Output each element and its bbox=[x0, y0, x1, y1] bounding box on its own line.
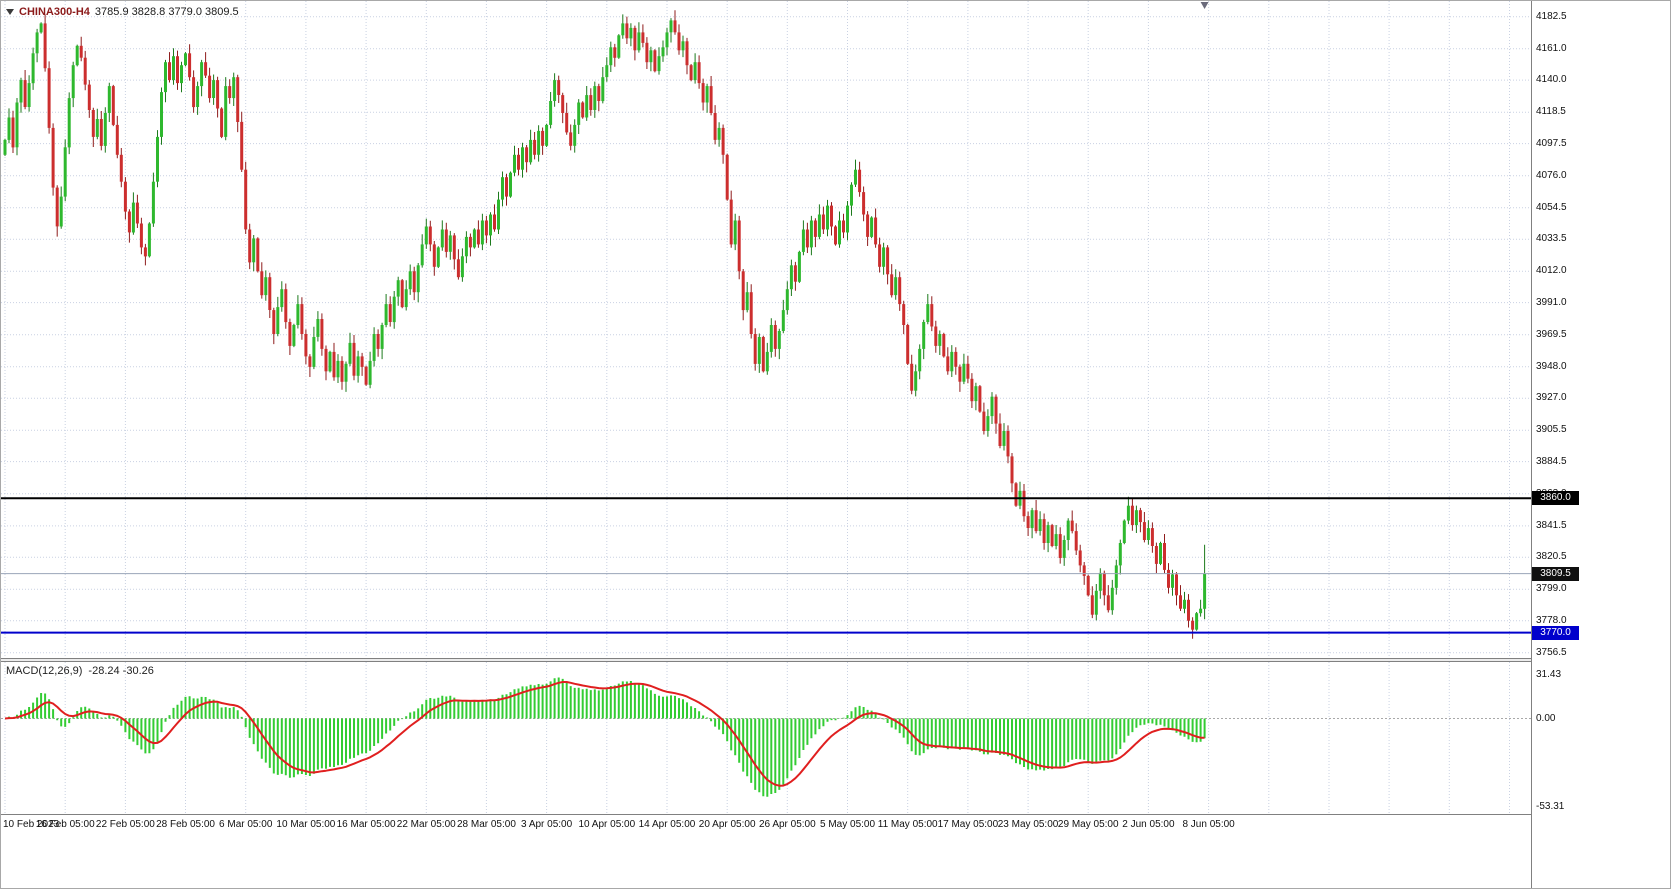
macd-axis-label-min: -53.31 bbox=[1536, 801, 1565, 812]
time-axis[interactable]: 10 Feb 2023 16 Feb 05:00 22 Feb 05:00 28 Fe… bbox=[1, 815, 1531, 839]
current-price-tag: 3809.5 bbox=[1532, 567, 1579, 581]
price-axis-label: 3905.5 bbox=[1536, 424, 1567, 435]
time-axis-label: 20 Apr 05:00 bbox=[698, 819, 756, 830]
price-axis-label: 3778.0 bbox=[1536, 615, 1567, 626]
price-axis-label: 3756.5 bbox=[1536, 647, 1567, 658]
price-axis-label: 4076.0 bbox=[1536, 170, 1567, 181]
time-axis-label: 14 Apr 05:00 bbox=[638, 819, 696, 830]
time-axis-label: 26 Apr 05:00 bbox=[758, 819, 816, 830]
price-axis[interactable]: 4182.5 4161.0 4140.0 4118.5 4097.5 4076.0 4054… bbox=[1531, 1, 1670, 888]
price-axis-label: 4182.5 bbox=[1536, 11, 1567, 22]
price-axis-label: 3799.0 bbox=[1536, 583, 1567, 594]
macd-histogram bbox=[8, 677, 1206, 797]
macd-grid bbox=[1, 662, 1531, 814]
price-axis-label: 4097.5 bbox=[1536, 138, 1567, 149]
symbol-timeframe-label: CHINA300-H4 bbox=[19, 6, 90, 18]
price-axis-label: 4118.5 bbox=[1536, 106, 1566, 117]
price-axis-label: 4012.0 bbox=[1536, 265, 1567, 276]
time-axis-label: 17 May 05:00 bbox=[937, 819, 999, 830]
time-axis-label: 22 Mar 05:00 bbox=[396, 819, 456, 830]
time-axis-label: 10 Feb 2023 bbox=[3, 819, 60, 830]
symbol-dropdown-icon[interactable] bbox=[6, 9, 14, 15]
macd-signal-line bbox=[4, 681, 1205, 787]
price-axis-label: 3820.5 bbox=[1536, 551, 1567, 562]
time-axis-label: 28 Feb 05:00 bbox=[156, 819, 215, 830]
macd-axis-label-zero: 0.00 bbox=[1536, 713, 1556, 724]
price-axis-label: 4033.5 bbox=[1536, 233, 1567, 244]
price-chart-panel[interactable]: CHINA300-H4 3785.9 3828.8 3779.0 3809.5 bbox=[1, 1, 1531, 658]
price-axis-label: 3884.5 bbox=[1536, 456, 1567, 467]
time-axis-label: 16 Feb 05:00 bbox=[35, 819, 95, 830]
price-axis-label: 3927.0 bbox=[1536, 392, 1567, 403]
macd-indicator-panel[interactable] bbox=[1, 662, 1531, 814]
chart-header-overlay: CHINA300-H4 3785.9 3828.8 3779.0 3809.5 bbox=[6, 5, 239, 19]
time-axis-label: 5 May 05:00 bbox=[819, 819, 876, 830]
time-axis-divider bbox=[1, 814, 1531, 815]
price-axis-label: 3969.5 bbox=[1536, 329, 1567, 340]
macd-indicator-label: MACD(12,26,9) -28.24 -30.26 bbox=[6, 665, 154, 677]
macd-canvas[interactable] bbox=[1, 662, 1531, 814]
time-axis-label: 11 May 05:00 bbox=[877, 819, 938, 830]
time-axis-label: 23 May 05:00 bbox=[997, 819, 1059, 830]
grid-lines bbox=[1, 1, 1531, 658]
time-axis-label: 16 Mar 05:00 bbox=[336, 819, 396, 830]
time-axis-label: 28 Mar 05:00 bbox=[456, 819, 516, 830]
chart-shift-marker[interactable] bbox=[1200, 2, 1209, 9]
ohlc-values: 3785.9 3828.8 3779.0 3809.5 bbox=[94, 6, 239, 18]
price-axis-label: 4140.0 bbox=[1536, 74, 1567, 85]
price-tag-3770.0[interactable]: 3770.0 bbox=[1532, 626, 1579, 640]
price-axis-label: 4161.0 bbox=[1536, 43, 1567, 54]
time-axis-label: 8 Jun 05:00 bbox=[1182, 819, 1235, 830]
time-axis-label: 10 Apr 05:00 bbox=[578, 819, 636, 830]
panel-divider[interactable] bbox=[1, 658, 1531, 662]
time-axis-label: 6 Mar 05:00 bbox=[219, 819, 273, 830]
macd-values-label: -28.24 -30.26 bbox=[88, 665, 154, 677]
macd-name-label: MACD(12,26,9) bbox=[6, 665, 83, 677]
price-axis-label: 3991.0 bbox=[1536, 297, 1567, 308]
price-axis-label: 3841.5 bbox=[1536, 520, 1567, 531]
time-axis-label: 29 May 05:00 bbox=[1057, 819, 1119, 830]
price-axis-label: 3948.0 bbox=[1536, 361, 1567, 372]
candlesticks bbox=[3, 10, 1207, 639]
time-axis-label: 3 Apr 05:00 bbox=[521, 819, 573, 830]
price-chart-canvas[interactable] bbox=[1, 1, 1531, 658]
price-axis-label: 4054.5 bbox=[1536, 202, 1567, 213]
price-tag-3860.0[interactable]: 3860.0 bbox=[1532, 491, 1579, 505]
macd-axis-label-max: 31.43 bbox=[1536, 669, 1562, 680]
time-axis-label: 22 Feb 05:00 bbox=[95, 819, 155, 830]
time-axis-label: 2 Jun 05:00 bbox=[1122, 819, 1175, 830]
time-axis-label: 10 Mar 05:00 bbox=[276, 819, 336, 830]
